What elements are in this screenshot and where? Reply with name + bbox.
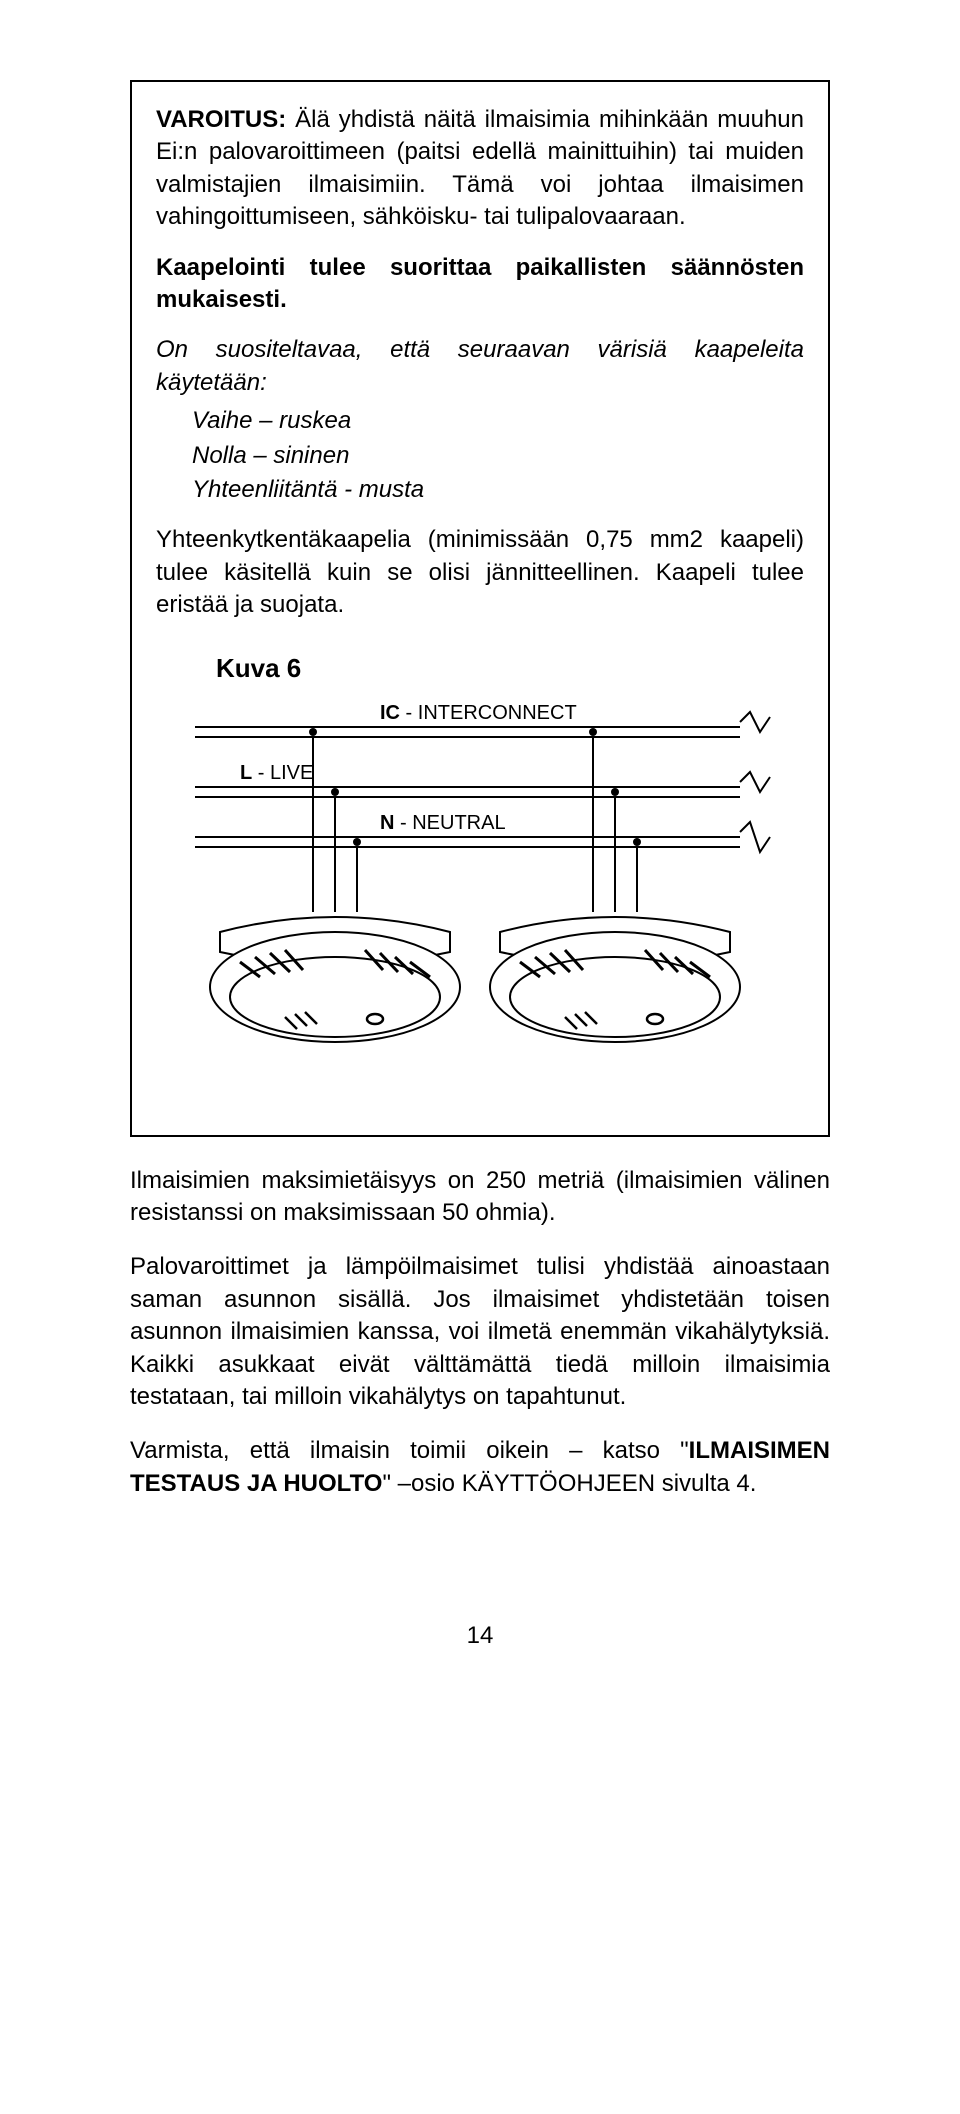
verify-post: " –osio KÄYTTÖOHJEEN sivulta 4. — [382, 1470, 756, 1497]
svg-text:N - NEUTRAL: N - NEUTRAL — [380, 812, 506, 834]
cable-paragraph: Yhteenkytkentäkaapelia (minimissään 0,75… — [156, 524, 804, 621]
paragraph-same-dwelling: Palovaroittimet ja lämpöilmaisimet tulis… — [130, 1251, 830, 1413]
wire-color-list: Vaihe – ruskea Nolla – sininen Yhteenlii… — [192, 405, 804, 506]
wire-phase: Vaihe – ruskea — [192, 405, 804, 437]
warning-box: VAROITUS: Älä yhdistä näitä ilmaisimia m… — [130, 80, 830, 1137]
recommended-intro: On suositeltavaa, että seuraavan värisiä… — [156, 334, 804, 399]
diagram-l-prefix: L — [240, 762, 252, 784]
wire-interconnect: Yhteenliitäntä - musta — [192, 474, 804, 506]
paragraph-distance: Ilmaisimien maksimietäisyys on 250 metri… — [130, 1165, 830, 1230]
diagram-n-prefix: N — [380, 812, 394, 834]
diagram-l-suffix: - LIVE — [252, 762, 313, 784]
svg-text:L - LIVE: L - LIVE — [240, 762, 313, 784]
warning-label: VAROITUS: — [156, 106, 286, 133]
diagram-n-suffix: - NEUTRAL — [394, 812, 505, 834]
paragraph-verify: Varmista, että ilmaisin toimii oikein – … — [130, 1435, 830, 1500]
page-number: 14 — [130, 1620, 830, 1652]
wiring-diagram-svg: IC - INTERCONNECT L - LIVE N - NEUTRAL — [185, 677, 775, 1097]
diagram-ic-suffix: - INTERCONNECT — [400, 702, 577, 724]
svg-text:IC - INTERCONNECT: IC - INTERCONNECT — [380, 702, 577, 724]
warning-paragraph: VAROITUS: Älä yhdistä näitä ilmaisimia m… — [156, 104, 804, 234]
cabling-subhead: Kaapelointi tulee suorittaa paikallisten… — [156, 252, 804, 317]
verify-pre: Varmista, että ilmaisin toimii oikein – … — [130, 1437, 689, 1464]
wire-neutral: Nolla – sininen — [192, 440, 804, 472]
diagram-ic-prefix: IC — [380, 702, 400, 724]
wiring-diagram: IC - INTERCONNECT L - LIVE N - NEUTRAL — [156, 677, 804, 1097]
body-text: Ilmaisimien maksimietäisyys on 250 metri… — [130, 1165, 830, 1501]
